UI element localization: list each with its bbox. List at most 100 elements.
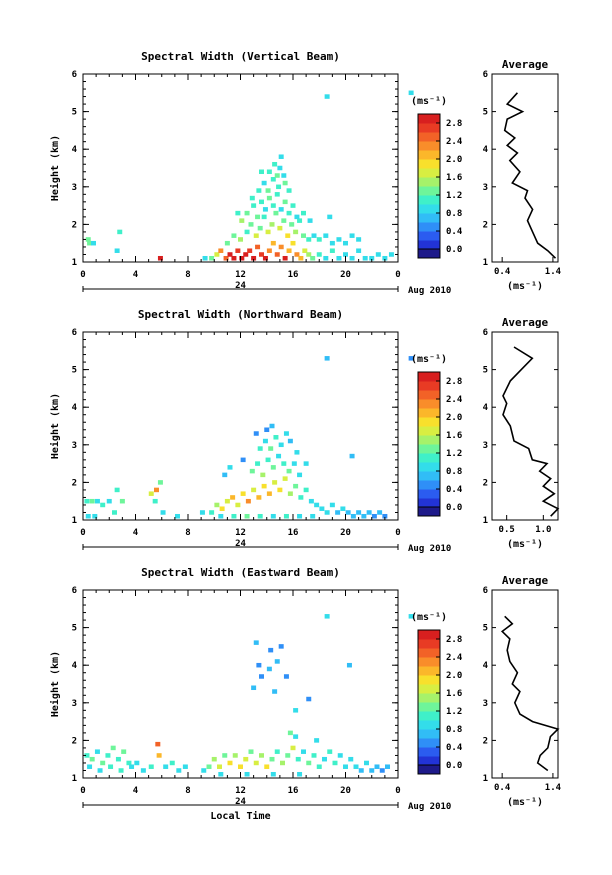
heatmap-cell [224,240,230,246]
colorbar-swatch [418,693,440,703]
heatmap-cell [264,764,270,769]
heatmap-cell [230,495,236,500]
heatmap-cell [270,465,276,470]
average-y-tick-label: 3 [483,699,488,709]
heatmap-cell [306,252,312,257]
heatmap-cell [272,480,278,485]
heatmap-cell [293,708,299,713]
average-y-tick-label: 3 [483,183,488,193]
colorbar-swatch [418,159,440,169]
heatmap-cell [343,764,348,769]
colorbar-tick-label: 1.2 [446,449,462,459]
colorbar-tick-label: 0.4 [446,227,463,237]
heatmap-cell [108,764,114,769]
heatmap-cell [311,753,317,758]
heatmap-cell [251,487,257,493]
average-profile-line [500,615,560,772]
y-tick-label: 2 [72,478,77,488]
average-y-tick-label: 2 [483,478,488,488]
colorbar-swatch [418,177,440,187]
x-tick-label: 20 [340,270,351,280]
average-y-tick-label: 5 [483,624,488,634]
heatmap-cell [140,768,146,773]
colorbar-swatch [418,426,440,436]
heatmap-cell [324,510,330,515]
colorbar-frame [417,371,441,517]
heatmap-cell [329,502,335,508]
heatmap-cell [287,730,293,736]
heatmap-cell [311,233,317,238]
heatmap-cell [369,768,375,773]
heatmap-cell [377,510,383,515]
colorbar-swatch [418,168,440,178]
heatmap-cell [319,506,325,511]
heatmap-cell [362,255,368,261]
heatmap-cell [307,218,313,223]
y-axis-label: Height (km) [49,651,61,717]
colorbar-swatch [418,399,440,409]
heatmap-cell [160,510,166,515]
colorbar-swatch [418,756,440,766]
heatmap-cell [244,513,250,519]
heatmap-cell [257,446,263,451]
heatmap-cell [268,446,274,451]
heatmap-cell [262,255,268,261]
heatmap-cell [310,255,316,261]
heatmap-cell [239,218,245,223]
colorbar-tick-label: 1.6 [446,689,462,699]
heatmap-cell [283,674,289,679]
heatmap-cell [121,749,127,754]
x-tick-label: 0 [395,786,400,796]
colorbar-swatch [418,738,440,748]
heatmap-cell [379,768,385,773]
average-x-label: (ms⁻¹) [507,797,543,808]
heatmap-cell [349,233,355,238]
heatmap-cell [175,513,180,519]
heatmap-cell [270,203,276,208]
heatmap-cell [154,487,159,493]
heatmap-cell [214,502,220,508]
average-y-tick-label: 4 [483,403,489,413]
y-tick-label: 6 [72,586,77,596]
average-y-tick-label: 2 [483,736,488,746]
heatmap-cell [115,756,121,762]
colorbar-swatch [418,630,440,640]
heatmap-cell [134,760,140,766]
heatmap-cell [356,248,362,253]
x-tick-label: 0 [80,786,85,796]
colorbar-swatch [418,123,440,133]
heatmap-cell [176,768,182,773]
heatmap-cell [316,764,322,769]
heatmap-cell [324,356,330,361]
heatmap-cell [282,199,288,205]
heatmap-cell [301,233,306,238]
average-x-tick-label: 1.4 [545,783,562,793]
heatmap-cell [371,513,377,519]
colorbar-swatch [418,435,440,445]
heatmap-cell [240,457,246,463]
average-x-tick-label: 0.5 [499,525,515,535]
heatmap-cell [290,203,296,208]
y-tick-label: 5 [72,366,77,376]
heatmap-cell [119,498,125,504]
heatmap-cell [348,756,354,762]
heatmap-cell [264,427,270,433]
heatmap-cell [278,442,284,448]
heatmap-cell [270,771,276,777]
x-tick-label: 4 [133,528,139,538]
heatmap-cell [286,248,292,253]
heatmap-cell [253,640,259,645]
colorbar-tick-label: 2.4 [446,395,463,405]
colorbar-swatch [418,204,440,214]
date-marker: 24 [235,539,246,549]
heatmap-cell [294,450,300,455]
heatmap-cell [261,180,267,186]
average-y-tick-label: 6 [483,586,488,596]
heatmap-cell [269,423,275,429]
heatmap-cell [276,184,282,190]
panel-title: Spectral Width (Eastward Beam) [141,566,340,579]
colorbar-swatch [418,195,440,205]
colorbar-tick-label: 2.4 [446,653,463,663]
heatmap-cell [217,764,222,769]
heatmap-cell [286,188,292,193]
